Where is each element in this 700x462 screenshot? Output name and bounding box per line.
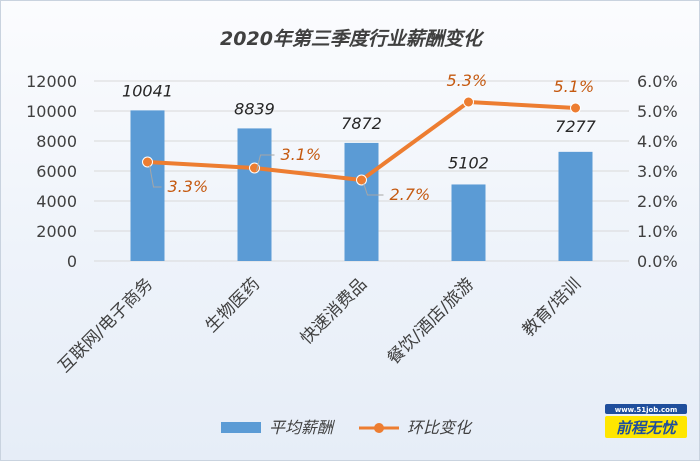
left-tick-label: 2000	[36, 222, 77, 241]
bar-value-label: 8839	[234, 99, 275, 118]
category-label: 生物医药	[202, 274, 264, 336]
leader-line	[363, 182, 384, 196]
line-value-label: 3.1%	[281, 145, 322, 164]
category-label: 餐饮/酒店/旅游	[384, 274, 478, 368]
category-label: 互联网/电子商务	[55, 274, 157, 376]
bar-value-label: 7872	[341, 114, 382, 133]
legend-label-line: 环比变化	[407, 418, 473, 437]
watermark-name: 前程无忧	[616, 419, 678, 437]
left-tick-label: 4000	[36, 192, 77, 211]
watermark-logo: www.51job.com 前程无忧	[605, 404, 687, 438]
line-point	[142, 156, 153, 168]
right-tick-label: 0.0%	[637, 252, 678, 271]
right-tick-label: 5.0%	[637, 102, 678, 121]
bar-value-label: 10041	[122, 81, 173, 100]
bar-value-label: 7277	[555, 117, 597, 136]
bar-value-label: 5102	[448, 153, 489, 172]
right-tick-label: 2.0%	[637, 192, 678, 211]
right-axis-ticks: 0.0% 1.0% 2.0% 3.0% 4.0% 5.0% 6.0%	[637, 72, 678, 271]
bar	[558, 151, 593, 261]
left-tick-label: 12000	[26, 72, 77, 91]
watermark-url-box	[605, 404, 687, 414]
right-tick-label: 6.0%	[637, 72, 678, 91]
line-value-label: 5.1%	[554, 77, 595, 96]
left-tick-label: 0	[67, 252, 77, 271]
watermark-name-box	[605, 416, 687, 438]
left-axis-ticks: 0 2000 4000 6000 8000 10000 12000	[26, 72, 77, 271]
left-tick-label: 8000	[36, 132, 77, 151]
line-value-label: 3.3%	[168, 177, 209, 196]
line-series	[142, 96, 581, 186]
line-point	[570, 102, 581, 114]
bar	[130, 110, 165, 261]
line-value-label: 5.3%	[447, 71, 488, 90]
line-point	[356, 174, 367, 186]
bar-value-labels: 10041 8839 7872 5102 7277	[122, 81, 597, 172]
watermark-url: www.51job.com	[615, 406, 677, 414]
bar	[237, 128, 272, 261]
right-tick-label: 3.0%	[637, 162, 678, 181]
category-label: 快速消费品	[297, 274, 371, 348]
leader-line	[256, 154, 275, 172]
category-labels: 互联网/电子商务 生物医药 快速消费品 餐饮/酒店/旅游 教育/培训	[55, 274, 585, 376]
bar-series	[130, 110, 593, 261]
category-label: 教育/培训	[519, 274, 585, 340]
left-tick-label: 10000	[26, 102, 77, 121]
left-tick-label: 6000	[36, 162, 77, 181]
legend: 平均薪酬 环比变化	[221, 418, 473, 437]
legend-label-bar: 平均薪酬	[269, 418, 336, 437]
line-value-labels: 3.3% 3.1% 2.7% 5.3% 5.1%	[149, 71, 595, 204]
bar	[451, 184, 486, 261]
legend-swatch-marker	[374, 423, 384, 433]
legend-swatch-bar	[221, 422, 261, 433]
bar	[344, 142, 379, 261]
line-value-label: 2.7%	[390, 185, 431, 204]
chart-title: 2020年第三季度行业薪酬变化	[220, 28, 485, 50]
right-tick-label: 1.0%	[637, 222, 678, 241]
line-point	[463, 96, 474, 108]
right-tick-label: 4.0%	[637, 132, 678, 151]
leader-line	[149, 164, 162, 188]
